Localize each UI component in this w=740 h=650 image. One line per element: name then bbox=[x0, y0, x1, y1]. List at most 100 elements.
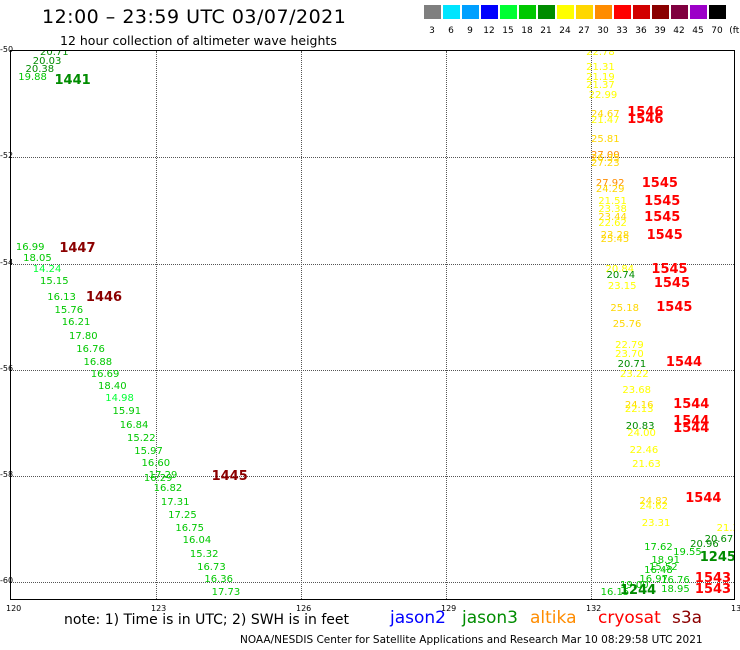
legend-label: 70 bbox=[711, 26, 723, 36]
wave-height-label: 16.84 bbox=[119, 419, 149, 431]
time-label: 1545 bbox=[644, 210, 681, 226]
y-tick-label: -54 bbox=[0, 257, 14, 267]
legend-label: 36 bbox=[635, 26, 647, 36]
wave-height-label: 15.32 bbox=[189, 548, 219, 560]
wave-height-label: 20.38 bbox=[25, 63, 55, 75]
wave-height-label: 16.76 bbox=[661, 574, 690, 586]
wave-height-label: 26.35 bbox=[591, 152, 620, 164]
wave-height-label: 19.55 bbox=[673, 547, 702, 559]
legend-label: 21 bbox=[540, 26, 552, 36]
wave-height-label: 20.71 bbox=[40, 50, 69, 59]
wave-height-label: 16.99 bbox=[15, 241, 45, 253]
wave-height-label: 22.99 bbox=[588, 90, 618, 102]
x-tick-label: 135 bbox=[731, 604, 740, 613]
wave-height-label: 16.13 bbox=[47, 292, 76, 304]
wave-height-label: 24.16 bbox=[624, 399, 654, 411]
wave-height-label: 15.76 bbox=[54, 305, 84, 317]
y-tick-label: -50 bbox=[0, 45, 14, 54]
legend-label: 3 bbox=[429, 26, 435, 36]
time-label: 1445 bbox=[211, 469, 248, 485]
wave-height-label: 21.51 bbox=[598, 196, 627, 208]
y-tick-label: -56 bbox=[0, 363, 14, 373]
wave-height-label: 25.18 bbox=[610, 302, 639, 314]
wave-height-label: 20.83 bbox=[625, 421, 655, 433]
legend-label: 24 bbox=[559, 26, 571, 36]
time-label: 1546 bbox=[627, 112, 664, 128]
wave-height-label: 27.23 bbox=[591, 157, 620, 169]
grid-line-lat bbox=[11, 157, 734, 159]
time-label: 1545 bbox=[651, 261, 688, 277]
wave-height-label: 22.79 bbox=[615, 339, 644, 351]
legend-label: 30 bbox=[597, 26, 609, 36]
map-plot-area: 20.71 20.03 20.38 19.88 16.99 18.05 14.24 15.15… bbox=[10, 50, 735, 600]
wave-height-label: 18.40 bbox=[98, 381, 127, 393]
x-tick-label: 129 bbox=[441, 604, 457, 613]
wave-height-label: 23.22 bbox=[620, 369, 649, 381]
legend-swatch bbox=[709, 5, 726, 19]
wave-height-label: 17.80 bbox=[69, 330, 98, 342]
wave-height-label: 19.88 bbox=[18, 71, 47, 83]
wave-height-label: 22.62 bbox=[598, 217, 627, 229]
wave-height-label: 20.84 bbox=[605, 263, 635, 275]
wave-height-label: 14.98 bbox=[105, 393, 134, 405]
time-label: 1546 bbox=[627, 105, 664, 121]
legend-swatch bbox=[500, 5, 517, 19]
x-tick-label: 123 bbox=[151, 604, 167, 613]
wave-height-label: 17.31 bbox=[160, 496, 190, 508]
wave-height-label: 16.75 bbox=[175, 523, 204, 535]
wave-height-label: 16.69 bbox=[90, 369, 120, 381]
time-label: 1245 bbox=[699, 549, 735, 565]
time-label: 1447 bbox=[59, 240, 96, 256]
legend-label: 9 bbox=[467, 26, 473, 36]
wave-height-label: 25.45 bbox=[600, 234, 630, 246]
time-label: 1545 bbox=[656, 300, 693, 316]
mission-jason2: jason2 bbox=[390, 608, 446, 628]
wave-height-label: 16.73 bbox=[197, 561, 226, 573]
y-tick-label: -52 bbox=[0, 151, 14, 161]
grid-line-lon bbox=[156, 51, 157, 599]
wave-height-label: 18.05 bbox=[23, 253, 52, 265]
wave-height-label: 16.88 bbox=[83, 356, 113, 368]
mission-cryosat: cryosat bbox=[598, 608, 661, 628]
wave-height-label: 18.95 bbox=[661, 584, 690, 596]
wave-height-label: 17.25 bbox=[168, 509, 197, 521]
legend-label: 42 bbox=[673, 26, 685, 36]
wave-height-label: 27.00 bbox=[591, 149, 620, 161]
time-label: 1545 bbox=[641, 175, 678, 191]
wave-height-label: 21.31 bbox=[586, 62, 615, 73]
legend-label: 45 bbox=[692, 26, 704, 36]
x-tick-label: 126 bbox=[296, 604, 312, 613]
legend-swatch bbox=[519, 5, 536, 19]
legend-label: 27 bbox=[578, 26, 590, 36]
wave-height-label: 21.63 bbox=[632, 459, 661, 471]
time-label: 1544 bbox=[665, 354, 703, 370]
legend-swatch bbox=[614, 5, 631, 19]
legend-label: 39 bbox=[654, 26, 666, 36]
grid-line-lat bbox=[11, 369, 734, 371]
legend-label: 6 bbox=[448, 26, 454, 36]
wave-height-label: 24.67 bbox=[591, 108, 620, 120]
wave-height-label: 14.24 bbox=[32, 263, 62, 275]
wave-height-label: 16.82 bbox=[153, 483, 183, 495]
legend-swatch bbox=[633, 5, 650, 19]
wave-height-label: 20.71 bbox=[617, 358, 647, 370]
legend-label: 15 bbox=[502, 26, 514, 36]
wave-height-label: 23.31 bbox=[641, 517, 671, 529]
wave-height-label: 23.38 bbox=[598, 204, 627, 216]
wave-height-label: 25.76 bbox=[612, 318, 642, 330]
mission-altika: altika bbox=[530, 608, 577, 628]
time-label: 1545 bbox=[646, 228, 683, 244]
time-label: 1544 bbox=[685, 491, 722, 507]
wave-height-label: 22.13 bbox=[624, 403, 654, 415]
grid-line-lon bbox=[301, 51, 302, 599]
wave-height-label: 21.37 bbox=[586, 80, 615, 92]
wave-height-label: 15.52 bbox=[649, 561, 678, 573]
wave-height-label: 15.91 bbox=[112, 406, 142, 418]
legend-swatch bbox=[538, 5, 555, 19]
x-tick-label: 120 bbox=[6, 604, 22, 613]
grid-line-lat bbox=[11, 582, 734, 584]
time-label: 1544 bbox=[673, 414, 710, 430]
map-subtitle: 12 hour collection of altimeter wave hei… bbox=[60, 33, 337, 48]
wave-height-label: 23.70 bbox=[615, 348, 644, 360]
legend-swatch bbox=[595, 5, 612, 19]
